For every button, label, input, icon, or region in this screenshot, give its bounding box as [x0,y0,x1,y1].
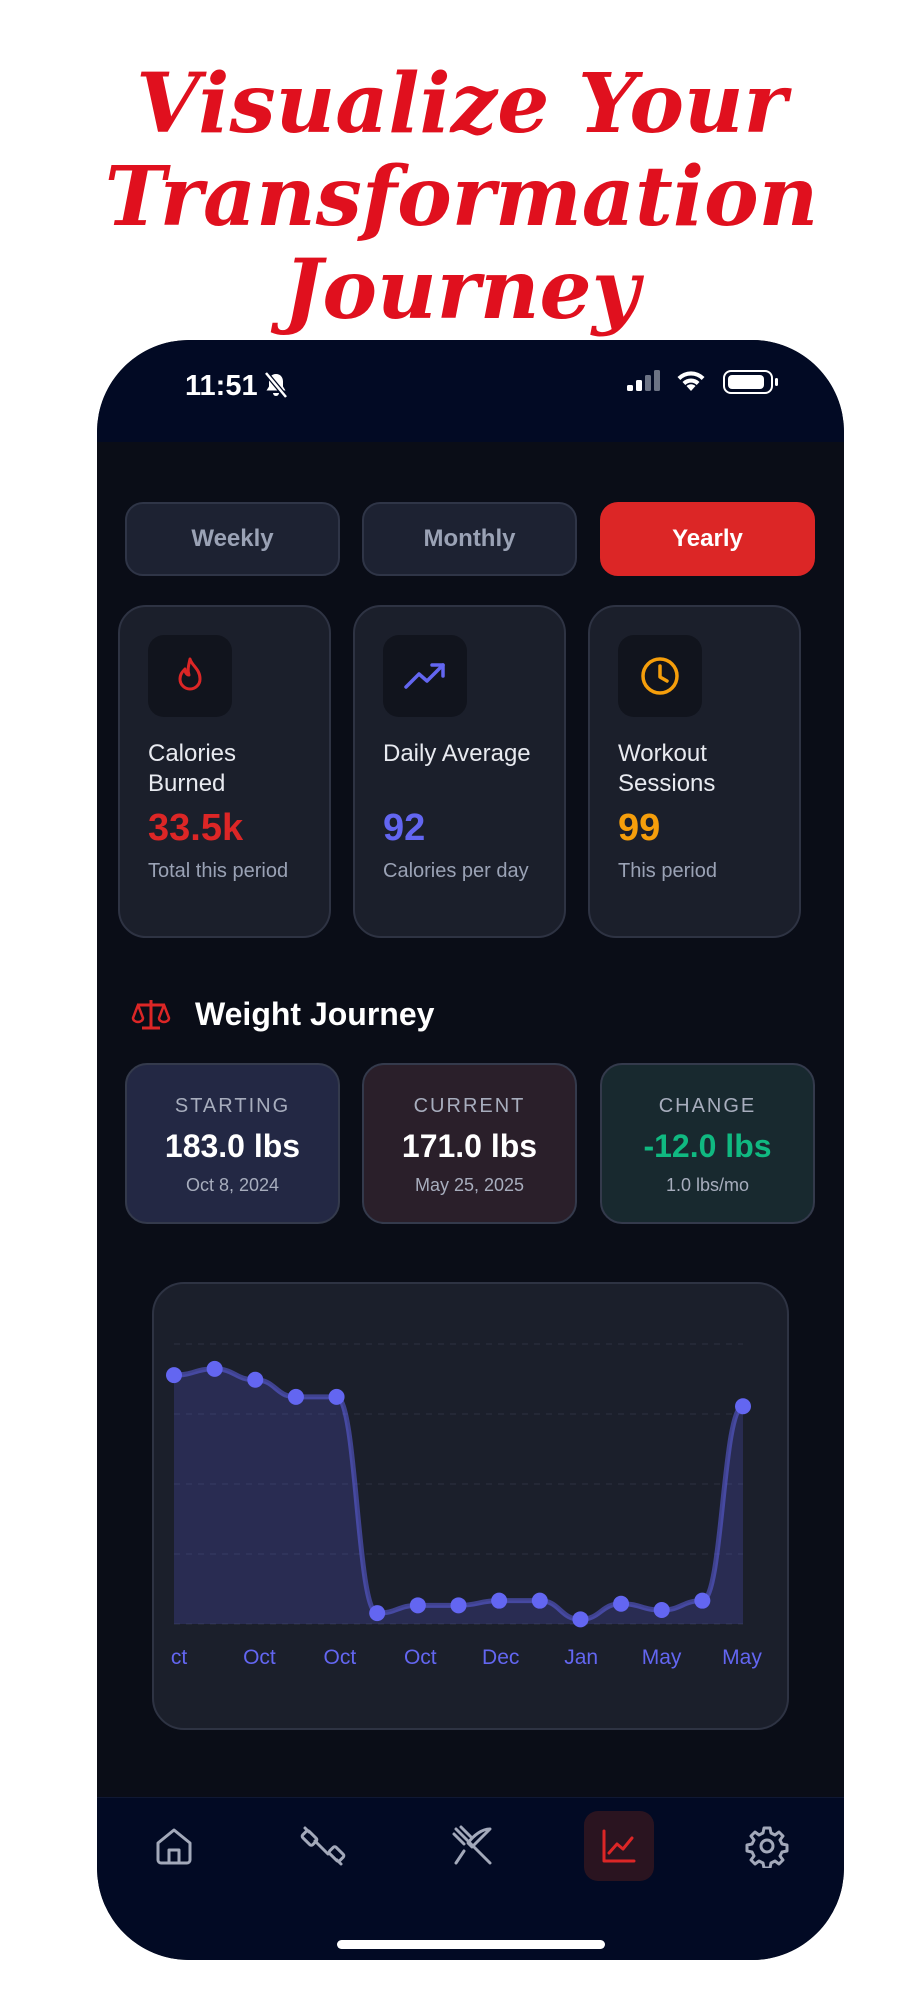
stat-card-workout-sessions[interactable]: Workout Sessions 99 This period [588,605,801,938]
change-rate: 1.0 lbs/mo [665,1175,750,1195]
phone-screen: 11:51 Wee [97,340,844,1960]
chart-x-tick-label: ct [171,1646,188,1669]
tab-yearly[interactable]: Yearly [600,502,815,576]
headline-line-1: Visualize Your [136,56,787,152]
stat-subtitle: Calories per day [383,860,529,882]
current-label: CURRENT [413,1095,526,1117]
period-tabs: Weekly Monthly Yearly [125,502,815,576]
chart-point[interactable] [450,1597,467,1614]
nav-settings[interactable] [732,1811,802,1881]
chart-x-tick-label: May [722,1646,762,1669]
tab-monthly[interactable]: Monthly [362,502,577,576]
chart-line-icon [602,1829,636,1863]
flame-icon [148,635,232,717]
gear-icon [745,1826,789,1868]
chart-point[interactable] [409,1597,426,1614]
nav-workouts[interactable] [288,1811,358,1881]
current-weight-card: CURRENT 171.0 lbs May 25, 2025 [362,1063,577,1224]
promo-headline: Visualize Your Transformation Journey [0,58,923,337]
chart-point[interactable] [653,1602,670,1618]
headline-line-3: Journey [283,242,640,338]
status-icons [627,370,778,394]
wifi-icon [677,371,705,391]
stat-title: Workout Sessions [618,740,716,797]
clock-icon [618,635,702,717]
chart-x-tick-label: Dec [482,1646,519,1669]
weight-chart: ct Oct Oct Oct Dec Jan May May [166,1343,762,1669]
stat-value: 99 [618,807,661,849]
stat-value: 33.5k [148,807,244,849]
scale-icon [131,1000,171,1030]
dumbbell-icon [300,1826,346,1866]
fork-knife-icon [452,1825,492,1865]
starting-weight-card: STARTING 183.0 lbs Oct 8, 2024 [125,1063,340,1224]
home-indicator [337,1940,605,1949]
chart-point[interactable] [491,1592,508,1609]
chart-point[interactable] [613,1595,630,1612]
status-time: 11:51 [185,370,258,402]
starting-date: Oct 8, 2024 [185,1175,280,1195]
tab-weekly[interactable]: Weekly [125,502,340,576]
nav-home[interactable] [139,1811,209,1881]
stat-card-calories[interactable]: Calories Burned 33.5k Total this period [118,605,331,938]
chart-x-tick-label: Oct [243,1646,276,1669]
chart-point[interactable] [369,1605,386,1622]
starting-value: 183.0 lbs [164,1128,301,1164]
chart-x-tick-label: Jan [564,1646,598,1669]
weight-journey-title: Weight Journey [195,996,435,1032]
chart-point[interactable] [166,1367,182,1384]
trending-up-icon [383,635,467,717]
starting-label: STARTING [174,1095,291,1117]
stat-subtitle: Total this period [148,860,289,882]
stat-subtitle: This period [618,860,717,882]
chart-point[interactable] [247,1371,264,1388]
headline-line-2: Transformation [104,149,819,245]
change-value: -12.0 lbs [643,1128,772,1164]
chart-point[interactable] [694,1592,711,1609]
current-date: May 25, 2025 [414,1175,525,1195]
chart-point[interactable] [735,1398,751,1415]
change-label: CHANGE [658,1095,757,1117]
chart-x-tick-label: Oct [404,1646,437,1669]
stat-title: Daily Average [383,740,531,767]
chart-point[interactable] [206,1360,223,1377]
stat-value: 92 [383,807,426,849]
chart-x-tick-label: Oct [324,1646,357,1669]
home-icon [156,1828,192,1865]
nav-progress[interactable] [584,1811,654,1881]
stat-title: Calories Burned [148,740,237,797]
weight-chart-card: ct Oct Oct Oct Dec Jan May May [152,1282,789,1730]
nav-nutrition[interactable] [438,1811,508,1881]
status-bar: 11:51 [97,340,844,442]
chart-point[interactable] [531,1592,548,1609]
signal-icon [627,370,660,391]
bell-muted-icon [264,371,288,399]
chart-point[interactable] [572,1611,589,1628]
chart-point[interactable] [287,1388,304,1405]
stat-card-daily-average[interactable]: Daily Average 92 Calories per day [353,605,566,938]
chart-x-tick-label: May [642,1646,682,1669]
bottom-nav [97,1797,844,1960]
current-value: 171.0 lbs [401,1128,538,1164]
battery-icon [723,370,778,394]
chart-point[interactable] [328,1388,345,1405]
change-weight-card: CHANGE -12.0 lbs 1.0 lbs/mo [600,1063,815,1224]
chart-area [174,1368,743,1624]
